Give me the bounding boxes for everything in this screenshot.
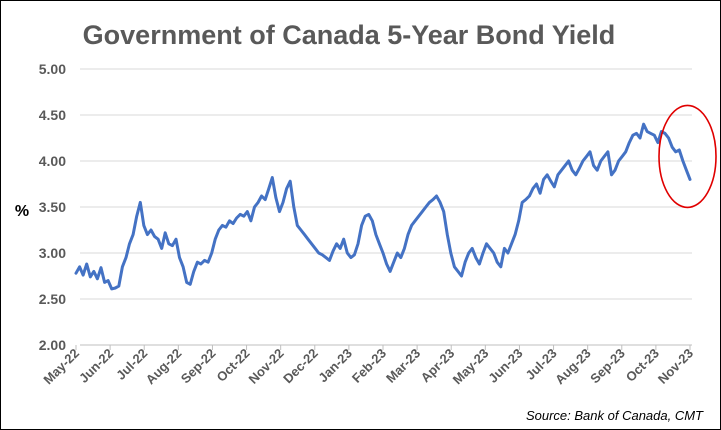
y-axis-ticks: 2.00 2.50 3.00 3.50 4.00 4.50 5.00 bbox=[39, 61, 66, 353]
x-axis-ticks: May-22Jun-22Jul-22Aug-22Sep-22Oct-22Nov-… bbox=[40, 345, 696, 387]
x-tick-label: Jun-23 bbox=[485, 346, 525, 386]
source-note: Source: Bank of Canada, CMT bbox=[526, 408, 704, 423]
x-tick-label: Jun-22 bbox=[76, 346, 116, 386]
x-tick-label: Mar-23 bbox=[383, 346, 423, 386]
x-tick-label: Oct-23 bbox=[623, 346, 662, 385]
x-tick-label: Sep-22 bbox=[178, 346, 219, 387]
y-tick-label: 4.00 bbox=[39, 153, 66, 169]
x-tick-label: Nov-22 bbox=[246, 346, 287, 387]
y-tick-label: 3.00 bbox=[39, 245, 66, 261]
chart-title: Government of Canada 5-Year Bond Yield bbox=[83, 20, 616, 50]
x-tick-label: Jan-23 bbox=[315, 346, 355, 386]
x-tick-label: Aug-23 bbox=[552, 346, 594, 388]
y-tick-label: 2.00 bbox=[39, 337, 66, 353]
y-tick-label: 2.50 bbox=[39, 291, 66, 307]
y-tick-label: 3.50 bbox=[39, 199, 66, 215]
x-tick-label: Nov-23 bbox=[655, 346, 696, 387]
annotation-ellipse bbox=[658, 104, 717, 209]
y-tick-label: 4.50 bbox=[39, 107, 66, 123]
y-tick-label: 5.00 bbox=[39, 61, 66, 77]
y-axis-title: % bbox=[15, 203, 29, 220]
x-tick-label: Sep-23 bbox=[587, 346, 628, 387]
series-line bbox=[74, 122, 692, 291]
x-tick-label: Aug-22 bbox=[143, 346, 185, 388]
x-tick-label: May-23 bbox=[450, 346, 492, 388]
gridlines bbox=[80, 68, 692, 346]
x-tick-label: Feb-23 bbox=[349, 346, 389, 386]
x-tick-label: Dec-22 bbox=[280, 346, 321, 387]
x-tick-label: Oct-22 bbox=[213, 346, 252, 385]
